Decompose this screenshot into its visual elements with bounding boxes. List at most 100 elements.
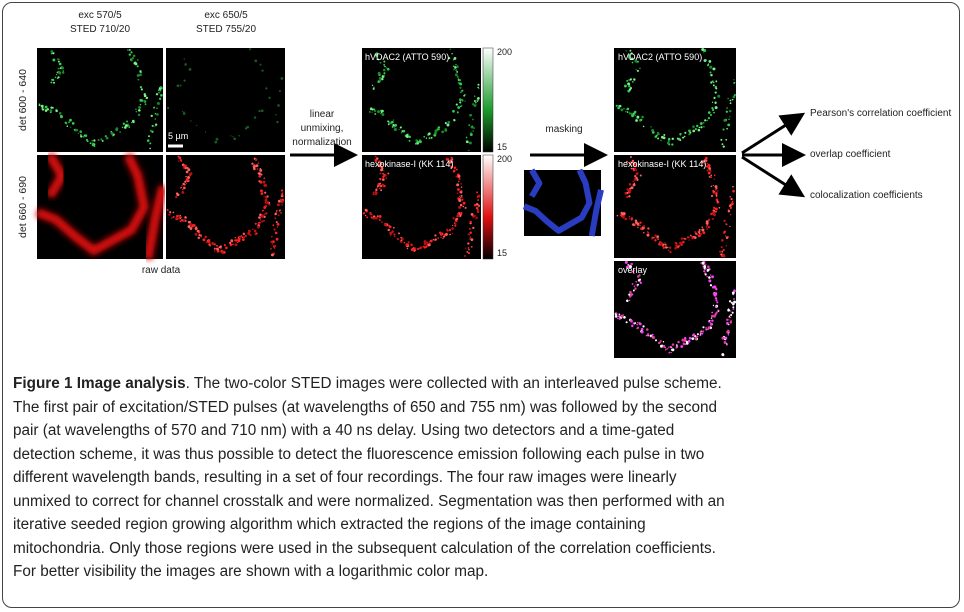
signal-dot xyxy=(176,215,178,217)
signal-dot xyxy=(671,143,673,145)
caption-line: For better visibility the images are sho… xyxy=(13,563,488,581)
signal-dot xyxy=(369,111,371,113)
signal-dot xyxy=(409,140,411,142)
signal-dot xyxy=(456,65,459,68)
signal-dot xyxy=(280,212,281,213)
signal-dot xyxy=(260,219,262,221)
signal-dot xyxy=(371,112,372,113)
signal-dot xyxy=(700,331,702,333)
signal-dot xyxy=(453,170,456,173)
signal-dot xyxy=(274,213,276,215)
signal-dot xyxy=(186,183,187,184)
signal-dot xyxy=(636,69,637,70)
signal-dot xyxy=(634,286,635,287)
signal-dot xyxy=(258,175,261,178)
caption-line: mitochondria. Only those regions were us… xyxy=(13,540,716,558)
signal-dot xyxy=(379,178,381,180)
signal-dot xyxy=(261,192,264,195)
signal-dot xyxy=(623,108,625,110)
signal-dot xyxy=(133,62,135,64)
signal-dot xyxy=(721,251,723,253)
signal-dot xyxy=(721,246,723,248)
signal-dot xyxy=(457,193,458,194)
signal-dot xyxy=(712,68,713,69)
signal-dot xyxy=(657,133,660,136)
signal-dot xyxy=(692,130,695,133)
signal-dot xyxy=(449,234,451,236)
signal-dot xyxy=(253,165,256,168)
signal-dot xyxy=(726,343,727,344)
signal-dot xyxy=(58,59,60,61)
signal-dot xyxy=(406,135,409,138)
signal-dot xyxy=(393,227,395,229)
step-label: linear xyxy=(310,109,334,120)
signal-dot xyxy=(470,221,472,223)
signal-dot xyxy=(383,170,384,171)
signal-dot xyxy=(93,139,95,141)
signal-dot xyxy=(246,126,249,129)
signal-dot xyxy=(264,214,265,215)
signal-dot xyxy=(651,129,653,131)
signal-dot xyxy=(667,247,668,248)
signal-dot xyxy=(261,220,263,222)
column-header: exc 570/5 xyxy=(78,10,121,21)
signal-dot xyxy=(629,189,632,192)
signal-dot xyxy=(389,226,392,229)
signal-dot xyxy=(632,294,633,295)
signal-dot xyxy=(477,199,479,201)
signal-dot xyxy=(275,232,278,235)
signal-dot xyxy=(41,105,44,108)
signal-dot xyxy=(684,132,686,134)
signal-dot xyxy=(690,235,692,237)
signal-dot xyxy=(47,108,49,110)
signal-dot xyxy=(274,217,276,219)
signal-dot xyxy=(715,208,718,211)
signal-dot xyxy=(629,183,632,186)
signal-dot xyxy=(423,246,425,248)
signal-dot xyxy=(669,251,671,253)
signal-dot xyxy=(728,334,729,335)
signal-dot xyxy=(684,136,686,138)
signal-dot xyxy=(665,246,668,249)
signal-dot xyxy=(692,125,695,128)
signal-dot xyxy=(466,251,468,253)
signal-dot xyxy=(388,229,390,231)
signal-dot xyxy=(178,160,179,161)
signal-dot xyxy=(668,352,670,354)
signal-dot xyxy=(264,192,266,194)
signal-dot xyxy=(458,78,460,80)
signal-dot xyxy=(468,247,470,249)
signal-dot xyxy=(90,142,91,143)
signal-dot xyxy=(274,245,276,247)
signal-dot xyxy=(704,119,706,121)
signal-dot xyxy=(657,235,660,238)
signal-dot xyxy=(468,234,470,236)
signal-dot xyxy=(460,91,462,93)
signal-dot xyxy=(460,191,462,193)
signal-dot xyxy=(200,235,202,237)
signal-dot xyxy=(143,100,145,102)
signal-dot xyxy=(383,72,385,74)
signal-dot xyxy=(708,279,711,282)
signal-dot xyxy=(159,98,161,100)
signal-dot xyxy=(633,113,634,114)
signal-dot xyxy=(647,231,648,232)
signal-dot xyxy=(459,83,462,86)
signal-dot xyxy=(629,218,630,219)
signal-dot xyxy=(149,142,151,144)
signal-dot xyxy=(181,191,184,194)
signal-dot xyxy=(141,88,143,90)
signal-dot xyxy=(453,69,455,71)
signal-dot xyxy=(660,241,663,244)
signal-dot xyxy=(434,234,436,236)
signal-dot xyxy=(710,274,712,276)
signal-dot xyxy=(721,143,723,145)
caption-line: detection scheme, it was thus possible t… xyxy=(13,446,704,464)
signal-dot xyxy=(51,53,53,55)
signal-dot xyxy=(703,270,705,272)
signal-dot xyxy=(141,99,144,102)
signal-dot xyxy=(217,250,220,253)
signal-dot xyxy=(715,189,717,191)
signal-dot xyxy=(92,140,93,141)
signal-dot xyxy=(456,103,458,105)
